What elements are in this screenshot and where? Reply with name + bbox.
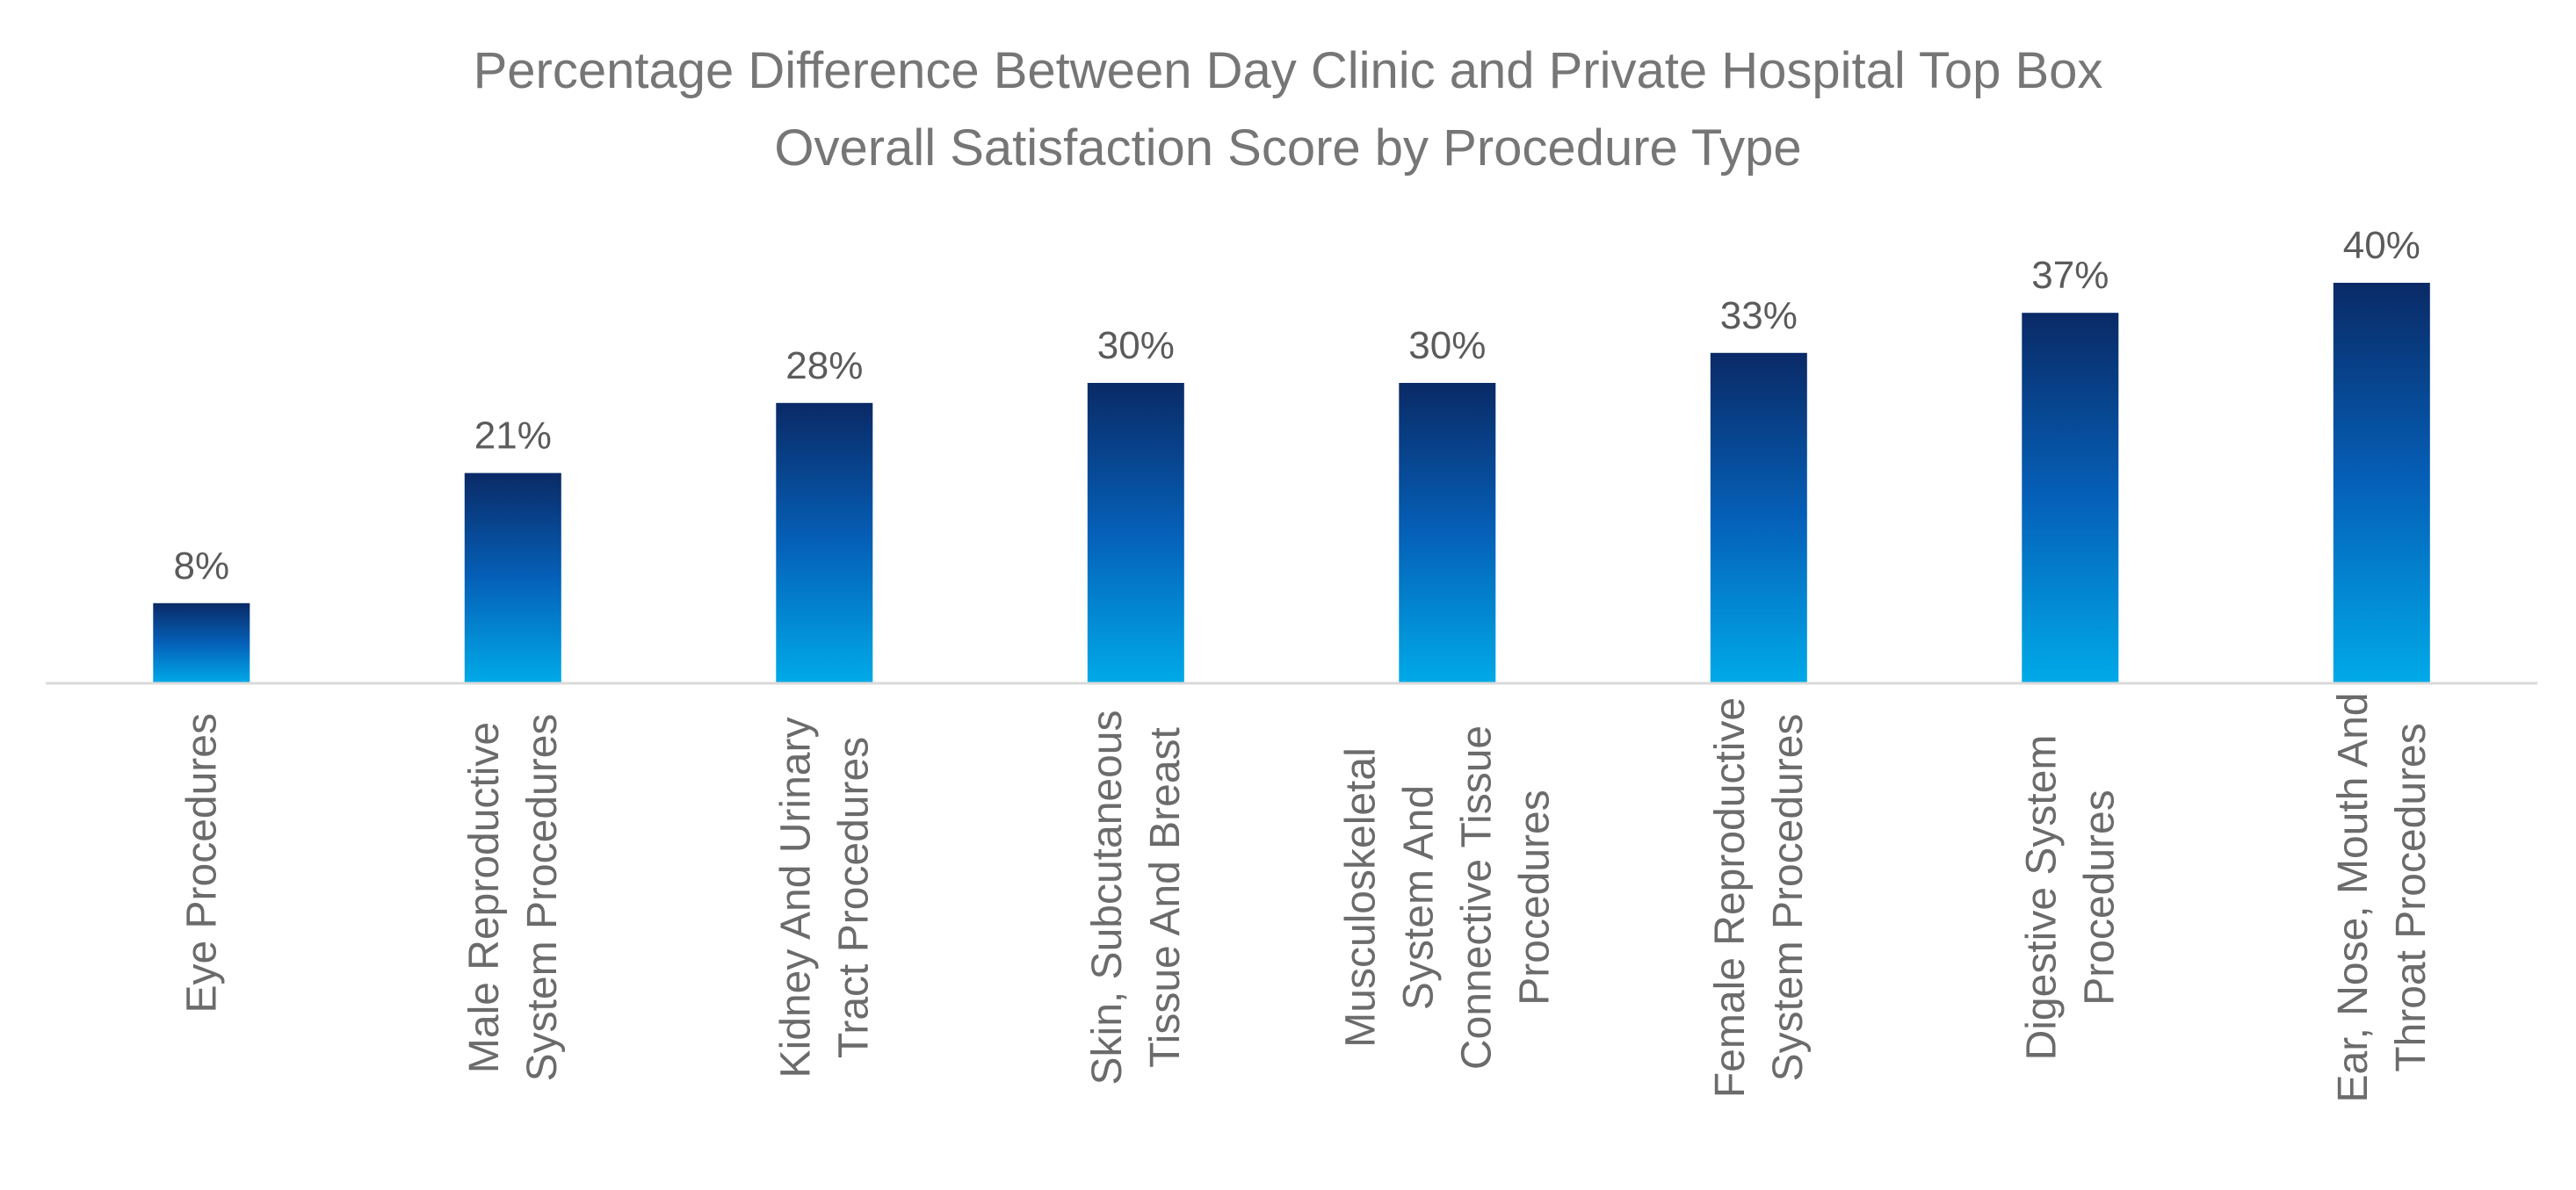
category-label-5-line-1: System Procedures bbox=[1765, 714, 1812, 1082]
data-label-1: 21% bbox=[474, 415, 552, 458]
data-label-6: 37% bbox=[2031, 254, 2109, 297]
category-label-7-line-1: Throat Procedures bbox=[2388, 723, 2435, 1072]
category-label-4-line-3: Procedures bbox=[1511, 790, 1558, 1005]
bar-5 bbox=[1710, 352, 1807, 683]
category-label-1-line-0: Male Reproductive bbox=[461, 722, 508, 1073]
category-label-7-line-0: Ear, Nose, Mouth And bbox=[2330, 693, 2377, 1103]
data-label-7: 40% bbox=[2343, 224, 2420, 267]
category-label-2: Kidney And Urinary Tract Procedures bbox=[772, 718, 877, 1078]
category-label-6-line-1: Procedures bbox=[2076, 790, 2123, 1005]
category-label-4-line-0: Musculoskeletal bbox=[1337, 747, 1384, 1047]
category-label-3-line-1: Tissue And Breast bbox=[1142, 727, 1189, 1068]
category-label-2-line-1: Tract Procedures bbox=[830, 737, 877, 1058]
category-label-3: Skin, Subcutaneous Tissue And Breast bbox=[1084, 710, 1189, 1085]
data-labels: 8% 21% 28% 30% 30% 33% 37% 40% bbox=[174, 224, 2420, 588]
category-label-5-line-0: Female Reproductive bbox=[1707, 697, 1754, 1098]
category-label-5: Female Reproductive System Procedures bbox=[1707, 697, 1812, 1098]
data-label-2: 28% bbox=[785, 344, 863, 387]
category-label-0-line-0: Eye Procedures bbox=[178, 713, 225, 1013]
bar-4 bbox=[1399, 383, 1496, 683]
category-label-4: Musculoskeletal System And Connective Tiss… bbox=[1337, 725, 1558, 1070]
category-label-4-line-1: System And bbox=[1395, 785, 1442, 1010]
bar-0 bbox=[153, 602, 250, 683]
chart-title-line-1: Percentage Difference Between Day Clinic… bbox=[474, 42, 2103, 99]
bar-7 bbox=[2333, 283, 2430, 683]
category-label-1: Male Reproductive System Procedures bbox=[461, 714, 566, 1082]
data-label-3: 30% bbox=[1097, 324, 1175, 367]
bar-1 bbox=[464, 472, 561, 683]
category-label-0: Eye Procedures bbox=[178, 713, 225, 1013]
data-label-0: 8% bbox=[174, 545, 230, 588]
category-label-1-line-1: System Procedures bbox=[519, 714, 566, 1082]
data-label-4: 30% bbox=[1408, 324, 1486, 367]
bar-2 bbox=[776, 402, 873, 683]
category-label-2-line-0: Kidney And Urinary bbox=[772, 718, 819, 1078]
category-label-7: Ear, Nose, Mouth And Throat Procedures bbox=[2330, 693, 2435, 1103]
bars bbox=[153, 283, 2430, 683]
data-label-5: 33% bbox=[1720, 294, 1798, 337]
bar-3 bbox=[1087, 383, 1184, 683]
category-label-6-line-0: Digestive System bbox=[2018, 735, 2065, 1061]
category-labels: Eye Procedures Male Reproductive System Pr… bbox=[178, 693, 2435, 1103]
chart-title-line-2: Overall Satisfaction Score by Procedure … bbox=[774, 119, 1801, 177]
bar-6 bbox=[2022, 313, 2119, 683]
category-label-4-line-2: Connective Tissue bbox=[1453, 725, 1500, 1070]
category-label-6: Digestive System Procedures bbox=[2018, 735, 2123, 1061]
chart-title: Percentage Difference Between Day Clinic… bbox=[474, 42, 2103, 177]
category-label-3-line-0: Skin, Subcutaneous bbox=[1084, 710, 1131, 1085]
